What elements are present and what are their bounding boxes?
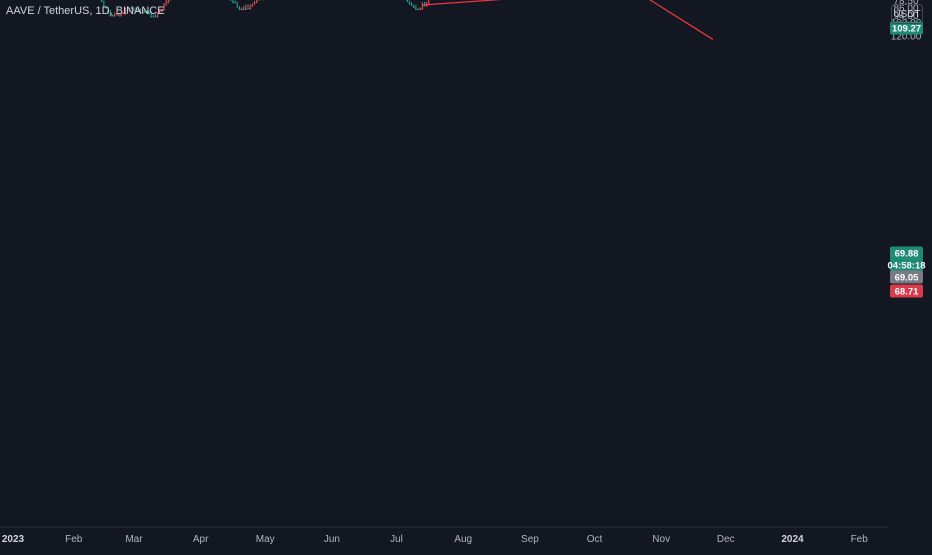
candle-body-up	[417, 9, 419, 10]
y-tick-label: 73.50	[893, 0, 918, 1]
candle-body-down	[245, 9, 247, 10]
candle-body-down	[249, 8, 251, 9]
candle-body-down	[254, 4, 256, 5]
x-tick-label: Jun	[324, 534, 340, 545]
x-tick-label: Apr	[193, 534, 209, 545]
candle-body-up	[243, 9, 245, 10]
candle-body-up	[247, 8, 249, 9]
candle-body-down	[168, 2, 170, 3]
candle-body-down	[256, 2, 258, 3]
x-tick-label: 2024	[781, 534, 804, 545]
candle-body-up	[424, 5, 426, 6]
candle-body-down	[419, 9, 421, 10]
x-tick-label: Sep	[521, 534, 539, 545]
candle-body-up	[230, 0, 232, 1]
candle-body-down	[165, 4, 167, 5]
candle-body-up	[415, 9, 417, 10]
x-tick-label: Feb	[851, 534, 869, 545]
candle-body-up	[413, 7, 415, 8]
candle-body-down	[241, 9, 243, 10]
target-price-label: 109.27	[892, 24, 921, 35]
candle-body-up	[409, 3, 411, 4]
x-tick-label: 2023	[2, 534, 25, 545]
candle-body-up	[101, 1, 103, 2]
candle-body-up	[236, 7, 238, 8]
currency-button[interactable]: USDT	[891, 4, 923, 24]
x-tick-label: Feb	[65, 534, 83, 545]
x-tick-label: Nov	[652, 534, 670, 545]
stop-price-label: 68.71	[895, 287, 919, 298]
candle-body-up	[239, 9, 241, 10]
candle-body-up	[406, 1, 408, 2]
x-tick-label: Aug	[454, 534, 472, 545]
candle-body-down	[426, 5, 428, 6]
candle-body-up	[234, 2, 236, 3]
candle-body-up	[411, 5, 413, 6]
x-tick-label: Dec	[717, 534, 735, 545]
countdown-price-label: 04:58:18	[887, 261, 925, 272]
last-price-label: 69.88	[895, 249, 919, 260]
x-tick-label: Jul	[390, 534, 403, 545]
reference-price-label: 69.05	[895, 273, 919, 284]
candle-body-up	[232, 2, 234, 3]
candle-body-down	[252, 6, 254, 7]
x-tick-label: May	[256, 534, 275, 545]
x-tick-label: Oct	[587, 534, 603, 545]
candle-body-down	[428, 3, 430, 4]
candle-body-down	[422, 8, 424, 9]
symbol-title[interactable]: AAVE / TetherUS, 1D, BINANCE	[6, 5, 165, 17]
x-tick-label: Mar	[125, 534, 143, 545]
